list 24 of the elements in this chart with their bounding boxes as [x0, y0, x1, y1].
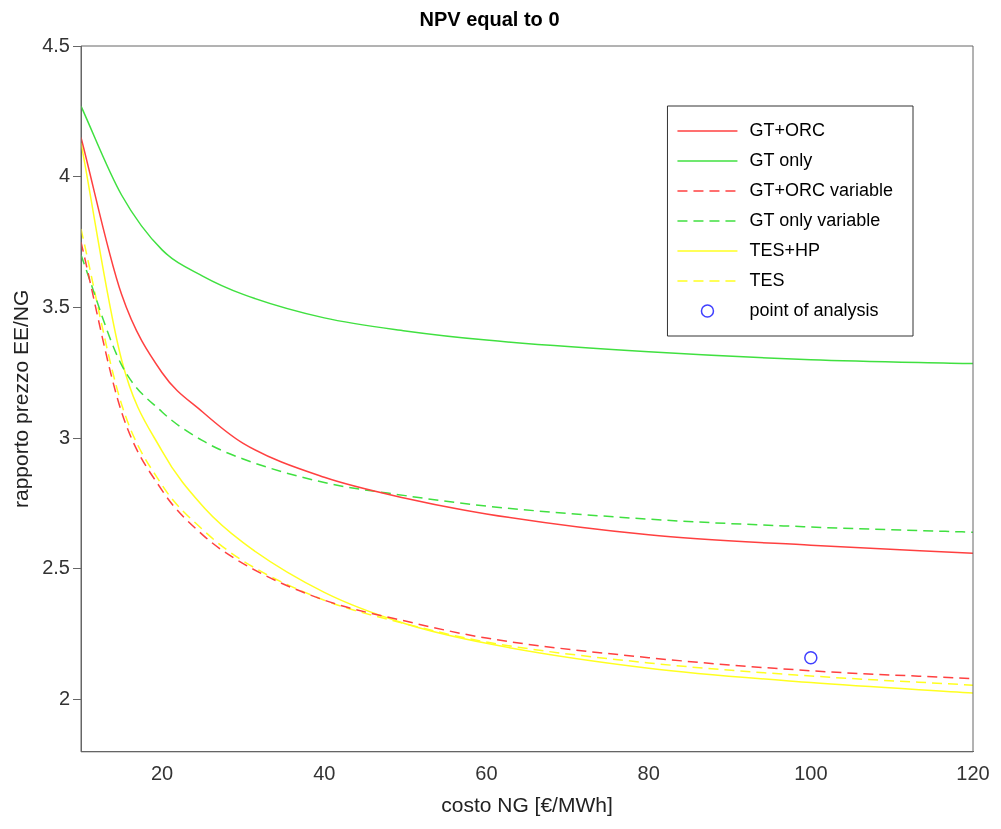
x-tick-label: 100 [794, 762, 828, 785]
y-tick-label: 4.5 [42, 33, 70, 56]
legend-label: GT+ORC variable [749, 179, 893, 200]
legend-label: point of analysis [749, 299, 879, 320]
chart-title: NPV equal to 0 [419, 7, 560, 30]
line-series [81, 105, 973, 365]
x-tick-label: 20 [150, 762, 174, 785]
legend-label: GT+ORC [749, 119, 825, 140]
x-tick-label: 120 [956, 762, 990, 785]
y-tick-label: 2 [58, 687, 70, 710]
y-tick-label: 3.5 [42, 294, 70, 317]
x-tick-label: 40 [313, 762, 336, 785]
x-tick-label: 60 [475, 762, 498, 785]
legend-label: GT only variable [749, 209, 881, 230]
y-tick-label: 4 [58, 164, 70, 187]
line-series [81, 254, 973, 533]
y-tick-label: 2.5 [42, 556, 70, 579]
legend-label: TES+HP [749, 239, 820, 260]
y-tick-label: 3 [58, 425, 70, 448]
legend-label: TES [749, 269, 785, 290]
x-axis-title: costo NG [€/MWh] [441, 793, 613, 817]
x-tick-label: 80 [637, 762, 660, 785]
y-axis-title: rapporto prezzo EE/NG [9, 289, 33, 509]
legend-label: GT only [749, 149, 813, 170]
